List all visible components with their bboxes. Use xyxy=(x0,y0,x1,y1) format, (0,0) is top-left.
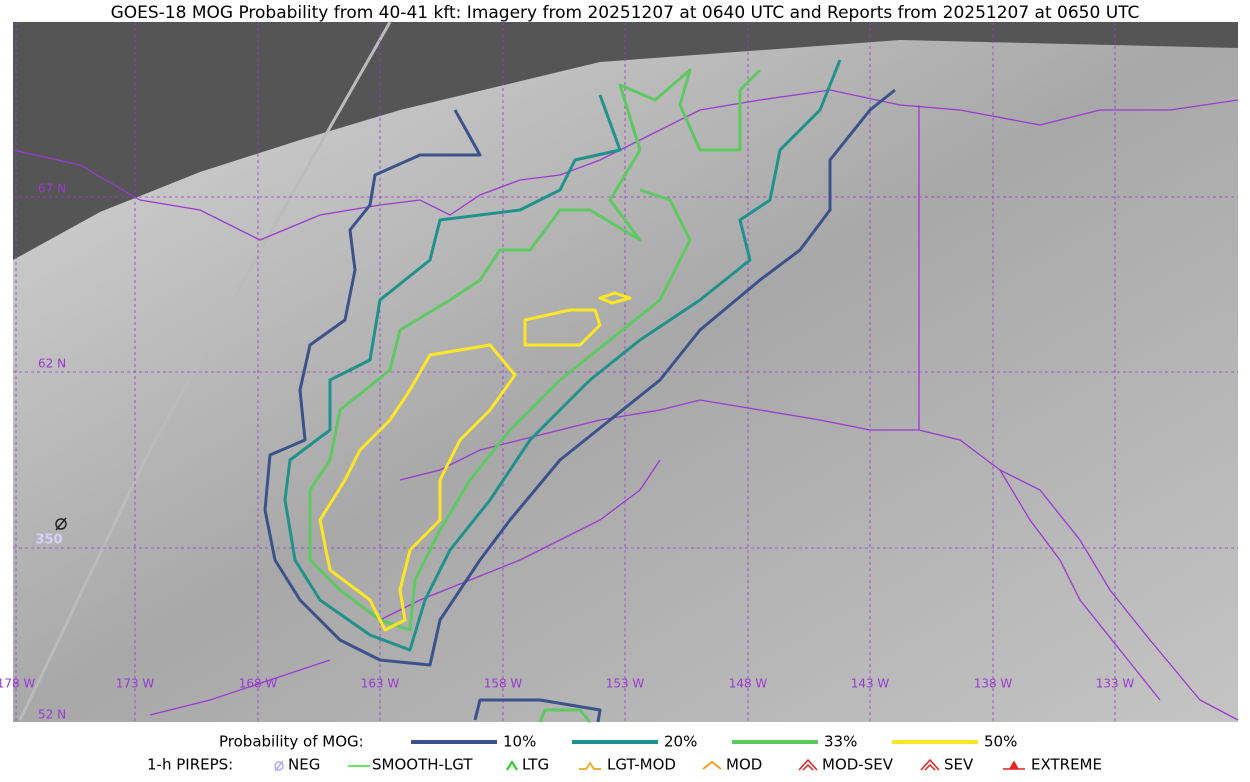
legend-label: MOD-SEV xyxy=(822,756,894,774)
pirep-icon xyxy=(802,763,814,771)
contour-50 xyxy=(318,343,517,632)
legend-label: 50% xyxy=(984,733,1017,751)
pirep-icon xyxy=(274,760,284,772)
legend-title: 1-h PIREPS: xyxy=(147,756,233,774)
pirep-icon xyxy=(1003,760,1025,770)
legend-label: EXTREME xyxy=(1031,756,1102,774)
lon-label: 133 W xyxy=(1096,677,1135,691)
legend-label: 33% xyxy=(824,733,857,751)
lat-label: 67 N xyxy=(38,182,66,196)
lon-label: 173 W xyxy=(116,677,155,691)
legend-label: LGT-MOD xyxy=(607,756,676,774)
lon-label: 148 W xyxy=(729,677,768,691)
mog-contours xyxy=(263,59,896,723)
pirep-icon xyxy=(924,763,936,771)
lat-label: 62 N xyxy=(38,357,66,371)
contour-50 xyxy=(523,308,602,347)
legend-label: MOD xyxy=(726,756,762,774)
contour-10 xyxy=(473,698,602,723)
map: 178 W 173 W 168 W 163 W 158 W 153 W 148 W 143 W… xyxy=(0,21,1239,723)
panhandle xyxy=(999,469,1161,701)
legend: Probability of MOG: 10% 20% 33% 50% 1-h PIREP… xyxy=(147,733,1102,774)
lon-label: 143 W xyxy=(851,677,890,691)
contour-20 xyxy=(283,59,842,652)
lon-label: 178 W xyxy=(0,677,35,691)
legend-label: 20% xyxy=(664,733,697,751)
contour-33 xyxy=(308,68,762,632)
arctic-coast xyxy=(12,89,1239,241)
legend-label: NEG xyxy=(288,756,320,774)
graticule: 178 W 173 W 168 W 163 W 158 W 153 W 148 W 143 W… xyxy=(0,22,1238,722)
pirep-icon xyxy=(274,761,284,771)
pirep: 350 xyxy=(35,517,67,548)
pirep-altitude: 350 xyxy=(35,533,62,548)
pirep-icon xyxy=(579,761,601,770)
contour-50 xyxy=(598,291,632,305)
pirep-icon xyxy=(798,758,818,771)
legend-label: 10% xyxy=(503,733,536,751)
lon-label: 168 W xyxy=(239,677,278,691)
lon-label: 158 W xyxy=(484,677,523,691)
pirep-icon xyxy=(702,760,722,770)
border xyxy=(918,105,1239,721)
legend-title: Probability of MOG: xyxy=(219,733,364,751)
aleutians xyxy=(149,659,331,716)
pirep-icon xyxy=(920,758,940,771)
south-coast xyxy=(399,399,919,481)
pirep-icon xyxy=(506,760,518,771)
lon-label: 138 W xyxy=(974,677,1013,691)
lon-label: 153 W xyxy=(606,677,645,691)
pirep-icon xyxy=(55,517,67,531)
title: GOES-18 MOG Probability from 40-41 kft: … xyxy=(111,3,1140,23)
pirep-icon xyxy=(55,518,67,530)
swath-edge xyxy=(18,21,392,721)
contour-10 xyxy=(263,88,896,667)
no-data-region xyxy=(13,22,1238,260)
legend-label: SMOOTH-LGT xyxy=(372,756,473,774)
contour-33 xyxy=(538,708,592,723)
lon-label: 163 W xyxy=(361,677,400,691)
lat-label: 52 N xyxy=(38,708,66,722)
coastlines xyxy=(12,89,1239,721)
legend-label: LTG xyxy=(522,756,549,774)
legend-label: SEV xyxy=(944,756,974,774)
